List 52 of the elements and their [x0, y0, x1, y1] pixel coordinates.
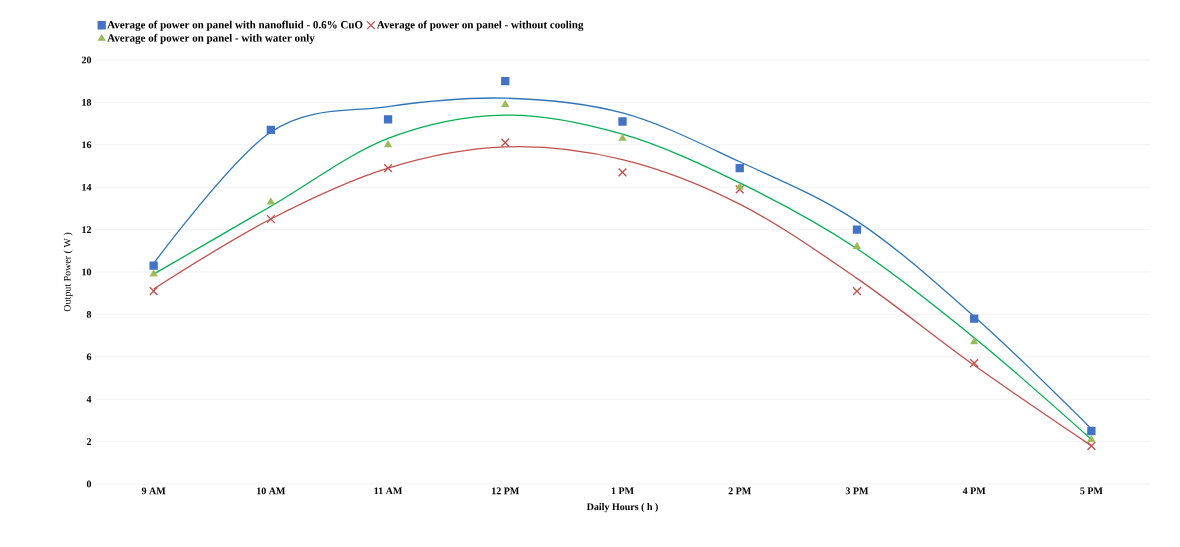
x-tick-label: 3 PM	[845, 487, 869, 495]
point	[1086, 441, 1096, 451]
x-tick-label: 10 AM	[257, 487, 286, 495]
point	[500, 138, 510, 148]
point	[501, 77, 510, 86]
point	[970, 314, 979, 323]
legend-label: Average of power on panel - without cooling	[376, 20, 584, 31]
y-tick-label: 20	[81, 56, 92, 64]
point	[1087, 435, 1096, 442]
point	[266, 125, 275, 135]
point	[852, 225, 862, 234]
point	[852, 286, 862, 296]
x-axis-title: Daily Hours ( h )	[586, 503, 658, 513]
point	[267, 197, 275, 205]
x-tick-label: 9 AM	[141, 487, 166, 495]
point	[735, 184, 745, 194]
y-tick-label: 10	[82, 268, 92, 276]
point	[149, 269, 158, 277]
y-tick-label: 0	[86, 480, 92, 488]
point	[149, 261, 158, 270]
point	[853, 242, 861, 249]
point	[617, 167, 628, 177]
point	[969, 358, 979, 368]
legend-label: Average of power on panel with nanofluid - 0.6% CuO	[107, 20, 363, 31]
y-tick-label: 16	[82, 141, 92, 149]
y-tick-label: 2	[86, 438, 92, 445]
point	[383, 163, 393, 173]
x-tick-label: 4 PM	[962, 487, 986, 495]
point	[1087, 426, 1096, 436]
x-tick-label: 1 PM	[611, 487, 634, 495]
y-tick-label: 6	[86, 353, 92, 361]
point	[970, 337, 978, 345]
x-tick-label: 5 PM	[1080, 487, 1103, 495]
y-tick-label: 18	[82, 99, 92, 106]
y-tick-label: 8	[86, 311, 92, 318]
point	[266, 214, 276, 224]
x-tick-label: 2 PM	[728, 487, 751, 495]
point	[383, 115, 393, 124]
point	[384, 140, 392, 148]
point	[618, 117, 627, 126]
y-tick-label: 4	[86, 395, 92, 403]
y-tick-label: 12	[82, 226, 92, 233]
point	[149, 286, 159, 296]
point	[735, 163, 744, 173]
point	[618, 134, 627, 141]
y-tick-label: 14	[82, 183, 92, 191]
point	[501, 100, 509, 107]
x-tick-label: 11 AM	[374, 487, 403, 495]
legend-label: Average of power on panel - with water only	[107, 33, 315, 45]
point	[736, 183, 744, 190]
y-axis-title: Output Power ( W )	[63, 232, 73, 312]
x-tick-label: 12 PM	[492, 487, 520, 495]
